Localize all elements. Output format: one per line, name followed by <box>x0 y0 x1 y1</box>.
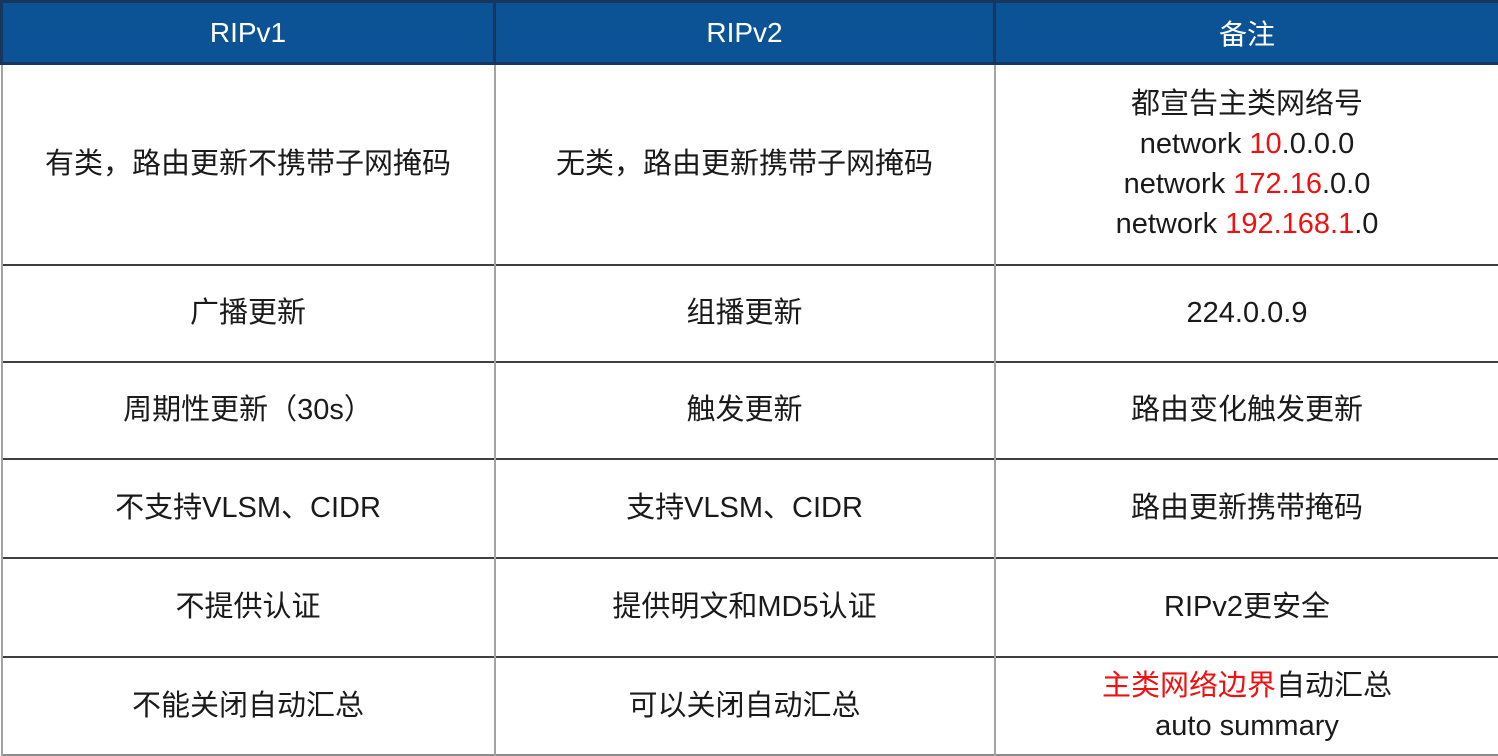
cell-multicast-update: 组播更新 <box>495 265 995 362</box>
table-row: 周期性更新（30s） 触发更新 路由变化触发更新 <box>2 362 1498 459</box>
header-notes: 备注 <box>995 2 1498 64</box>
cell-note-multicast-address: 224.0.0.9 <box>995 265 1498 362</box>
note-line-network-172: network 172.16.0.0 <box>1002 164 1493 204</box>
table-row: 不能关闭自动汇总 可以关闭自动汇总 主类网络边界自动汇总 auto summar… <box>2 657 1498 755</box>
cell-broadcast-update: 广播更新 <box>2 265 495 362</box>
red-network-10: 10 <box>1249 128 1281 160</box>
cell-classful: 有类，路由更新不携带子网掩码 <box>2 64 495 265</box>
cell-triggered-update: 触发更新 <box>495 362 995 459</box>
note-line-network-10: network 10.0.0.0 <box>1002 124 1493 164</box>
red-major-network-boundary: 主类网络边界 <box>1102 670 1276 702</box>
note-line-announce: 都宣告主类网络号 <box>1002 84 1493 124</box>
header-ripv2: RIPv2 <box>495 2 995 64</box>
table-row: 不支持VLSM、CIDR 支持VLSM、CIDR 路由更新携带掩码 <box>2 459 1498 558</box>
cell-vlsm-cidr: 支持VLSM、CIDR <box>495 459 995 558</box>
table-row: 不提供认证 提供明文和MD5认证 RIPv2更安全 <box>2 558 1498 657</box>
cell-note-triggered: 路由变化触发更新 <box>995 362 1498 459</box>
red-network-192: 192.168.1 <box>1225 208 1354 240</box>
header-ripv1: RIPv1 <box>2 2 495 64</box>
cell-note-auto-summary: 主类网络边界自动汇总 auto summary <box>995 657 1498 755</box>
cell-classless: 无类，路由更新携带子网掩码 <box>495 64 995 265</box>
red-network-172: 172.16 <box>1233 168 1322 200</box>
cell-note-mask: 路由更新携带掩码 <box>995 459 1498 558</box>
cell-note-networks: 都宣告主类网络号 network 10.0.0.0 network 172.16… <box>995 64 1498 265</box>
cell-auth-md5: 提供明文和MD5认证 <box>495 558 995 657</box>
cell-note-safer: RIPv2更安全 <box>995 558 1498 657</box>
header-row: RIPv1 RIPv2 备注 <box>2 2 1498 64</box>
note-line-network-192: network 192.168.1.0 <box>1002 204 1493 244</box>
note-line-summary: 主类网络边界自动汇总 <box>1002 666 1493 706</box>
cell-no-vlsm-cidr: 不支持VLSM、CIDR <box>2 459 495 558</box>
cell-no-auth: 不提供认证 <box>2 558 495 657</box>
cell-cannot-disable-summary: 不能关闭自动汇总 <box>2 657 495 755</box>
note-line-auto-summary-cmd: auto summary <box>1002 706 1493 746</box>
table-row: 有类，路由更新不携带子网掩码 无类，路由更新携带子网掩码 都宣告主类网络号 ne… <box>2 64 1498 265</box>
table-row: 广播更新 组播更新 224.0.0.9 <box>2 265 1498 362</box>
cell-can-disable-summary: 可以关闭自动汇总 <box>495 657 995 755</box>
cell-periodic-update: 周期性更新（30s） <box>2 362 495 459</box>
